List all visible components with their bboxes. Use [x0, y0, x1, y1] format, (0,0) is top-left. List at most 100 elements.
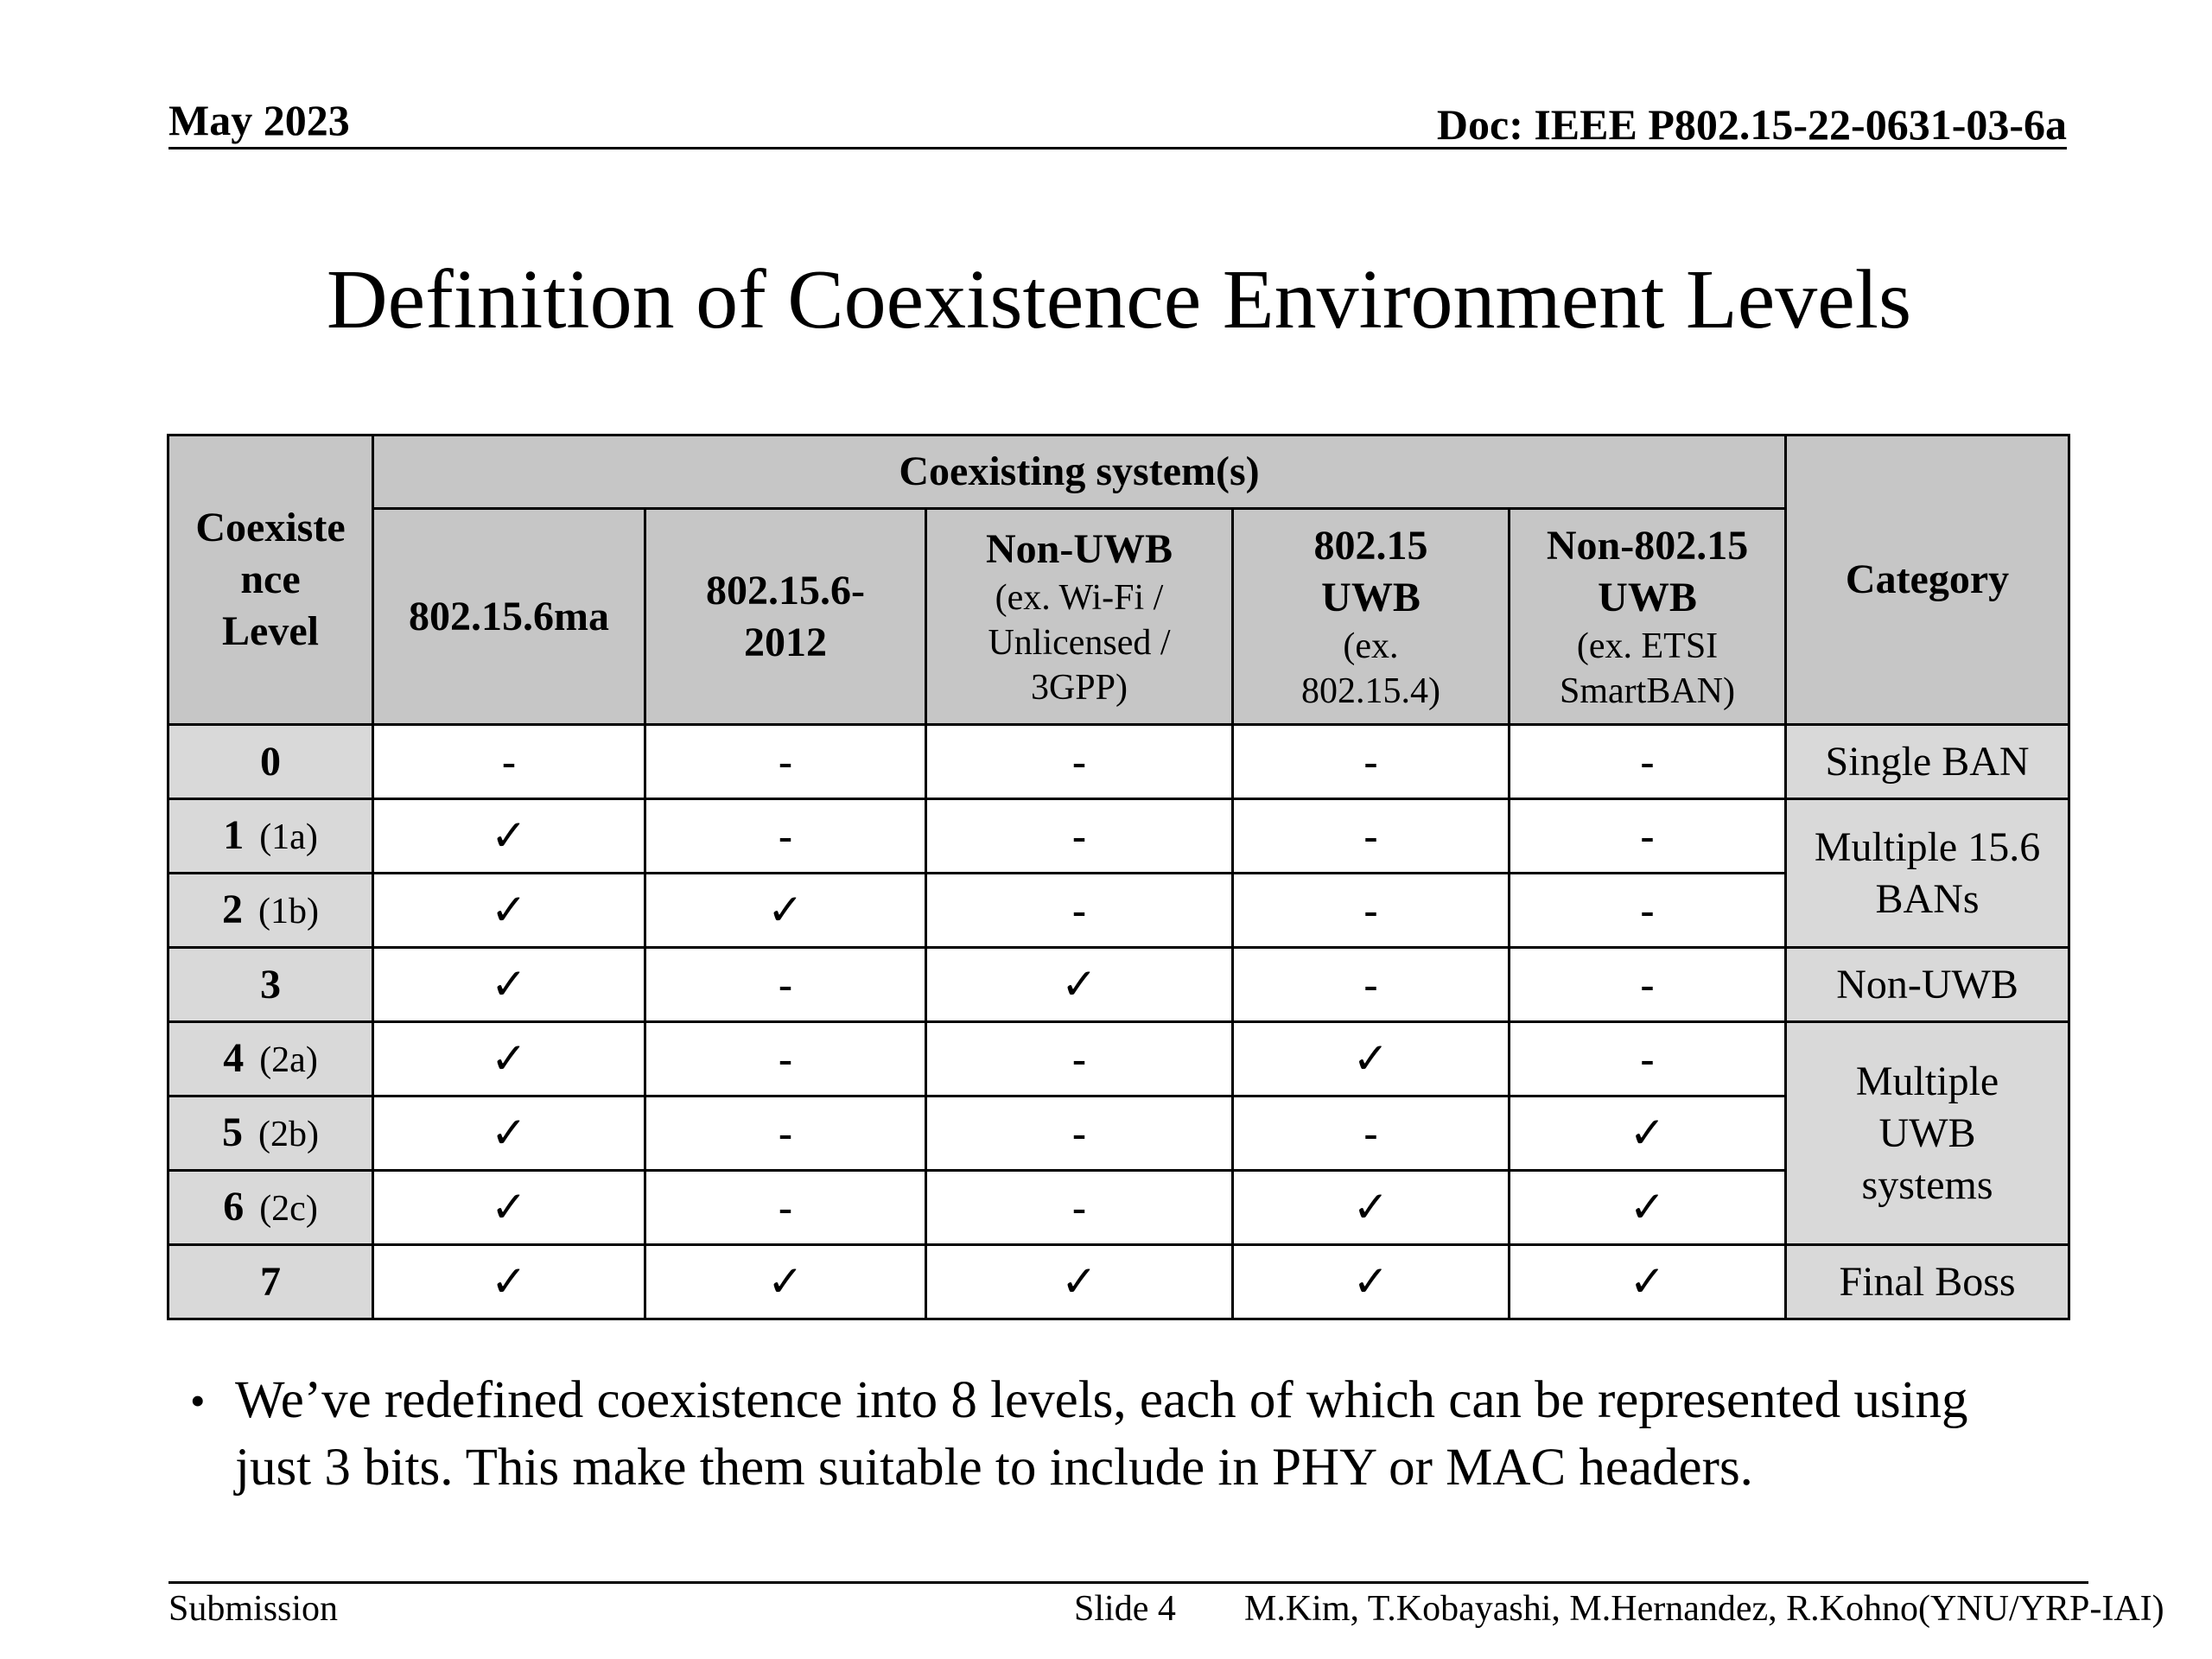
category-cell: Multiple UWB systems [1784, 1020, 2071, 1246]
not-present-cell: - [925, 1095, 1234, 1172]
footer-authors: M.Kim, T.Kobayashi, M.Hernandez, R.Kohno… [1244, 1589, 2164, 1629]
present-cell: ✓ [372, 1020, 646, 1097]
dash-mark: - [779, 1109, 792, 1156]
level-number: 5 [222, 1109, 243, 1155]
present-cell: ✓ [1231, 1020, 1510, 1097]
header-date: May 2023 [168, 96, 350, 144]
dash-mark: - [779, 812, 792, 859]
not-present-cell: - [1231, 1095, 1510, 1172]
system-column-title: 802.15.6-2012 [706, 567, 865, 665]
system-column-title: 802.15.6ma [409, 593, 609, 639]
dash-mark: - [779, 738, 792, 785]
present-cell: ✓ [1231, 1169, 1510, 1246]
present-cell: ✓ [925, 1243, 1234, 1320]
footer-slide-number: Slide 4 [1074, 1589, 1176, 1629]
dash-mark: - [779, 1184, 792, 1230]
level-cell: 2 (1b) [167, 872, 374, 949]
present-cell: ✓ [925, 946, 1234, 1023]
coexistence-levels-table: Coexiste nce Level Coexisting system(s) … [167, 434, 2071, 1320]
check-icon: ✓ [1061, 1255, 1097, 1306]
dash-mark: - [779, 961, 792, 1007]
dash-mark: - [1363, 812, 1378, 859]
level-number: 4 [223, 1034, 245, 1081]
not-present-cell: - [1507, 723, 1788, 800]
not-present-cell: - [644, 1169, 927, 1246]
system-column-header: 802.15 UWB (ex. 802.15.4) [1231, 507, 1510, 726]
category-label: Multiple UWB systems [1855, 1058, 1999, 1208]
present-cell: ✓ [372, 1095, 646, 1172]
present-cell: ✓ [372, 946, 646, 1023]
table-row: 7 ✓ ✓ ✓ ✓ ✓ Final Boss [167, 1243, 2071, 1320]
level-column-header: Coexiste nce Level [167, 434, 374, 726]
level-alias: (1a) [259, 817, 318, 857]
slide-title: Definition of Coexistence Environment Le… [326, 253, 1912, 346]
check-icon: ✓ [1629, 1107, 1666, 1158]
category-label: Single BAN [1825, 738, 2030, 785]
header-divider [168, 147, 2067, 149]
not-present-cell: - [1231, 798, 1510, 874]
present-cell: ✓ [372, 798, 646, 874]
not-present-cell: - [925, 798, 1234, 874]
check-icon: ✓ [767, 884, 804, 935]
system-column-header: 802.15.6ma [372, 507, 646, 726]
level-cell: 4 (2a) [167, 1020, 374, 1097]
present-cell: ✓ [372, 1169, 646, 1246]
check-icon: ✓ [491, 1181, 527, 1232]
not-present-cell: - [1507, 946, 1788, 1023]
dash-mark: - [1072, 1035, 1086, 1082]
not-present-cell: - [925, 872, 1234, 949]
dash-mark: - [1640, 961, 1655, 1007]
present-cell: ✓ [644, 1243, 927, 1320]
level-cell: 7 [167, 1243, 374, 1320]
system-column-title: 802.15 UWB [1313, 522, 1428, 620]
footer-submission: Submission [168, 1589, 339, 1629]
system-column-example: (ex. ETSI SmartBAN) [1560, 626, 1736, 711]
dash-mark: - [1072, 887, 1086, 933]
check-icon: ✓ [491, 958, 527, 1009]
table-row: 3 ✓ - ✓ - - Non-UWB [167, 946, 2071, 1023]
not-present-cell: - [1231, 872, 1510, 949]
dash-mark: - [502, 738, 516, 785]
level-alias: (2b) [258, 1114, 319, 1154]
not-present-cell: - [644, 798, 927, 874]
coexisting-systems-header: Coexisting system(s) [371, 434, 1788, 510]
check-icon: ✓ [1629, 1181, 1666, 1232]
present-cell: ✓ [1507, 1243, 1788, 1320]
dash-mark: - [1072, 738, 1086, 785]
dash-mark: - [1640, 1035, 1655, 1082]
bullet-icon: • [190, 1376, 206, 1425]
check-icon: ✓ [491, 810, 527, 861]
not-present-cell: - [644, 1020, 927, 1097]
category-cell: Multiple 15.6 BANs [1784, 798, 2071, 949]
footer-divider [168, 1581, 2088, 1584]
check-icon: ✓ [1061, 958, 1097, 1009]
dash-mark: - [1363, 1109, 1378, 1156]
present-cell: ✓ [1507, 1095, 1788, 1172]
check-icon: ✓ [491, 884, 527, 935]
check-icon: ✓ [491, 1255, 527, 1306]
level-alias: (2a) [259, 1039, 318, 1080]
not-present-cell: - [1507, 798, 1788, 874]
level-cell: 6 (2c) [167, 1169, 374, 1246]
check-icon: ✓ [1629, 1255, 1666, 1306]
category-cell: Non-UWB [1784, 946, 2071, 1023]
system-column-example: (ex. Wi-Fi / Unlicensed / 3GPP) [988, 577, 1171, 708]
check-icon: ✓ [1352, 1255, 1389, 1306]
system-column-title: Non-802.15 UWB [1546, 522, 1749, 620]
dash-mark: - [779, 1035, 792, 1082]
present-cell: ✓ [1231, 1243, 1510, 1320]
level-cell: 1 (1a) [167, 798, 374, 874]
system-column-header: Non-802.15 UWB (ex. ETSI SmartBAN) [1507, 507, 1788, 726]
not-present-cell: - [925, 723, 1234, 800]
check-icon: ✓ [767, 1255, 804, 1306]
table-row: 2 (1b) ✓ ✓ - - - [167, 872, 2069, 949]
level-alias: (1b) [258, 891, 319, 931]
table-row: 4 (2a) ✓ - - ✓ - Multiple UWB systems [167, 1020, 2071, 1246]
check-icon: ✓ [491, 1107, 527, 1158]
not-present-cell: - [372, 723, 646, 800]
check-icon: ✓ [491, 1033, 527, 1084]
table-row: 6 (2c) ✓ - - ✓ ✓ [167, 1169, 2069, 1246]
system-column-header: Non-UWB (ex. Wi-Fi / Unlicensed / 3GPP) [925, 507, 1234, 726]
level-alias: (2c) [259, 1188, 318, 1229]
present-cell: ✓ [644, 872, 927, 949]
